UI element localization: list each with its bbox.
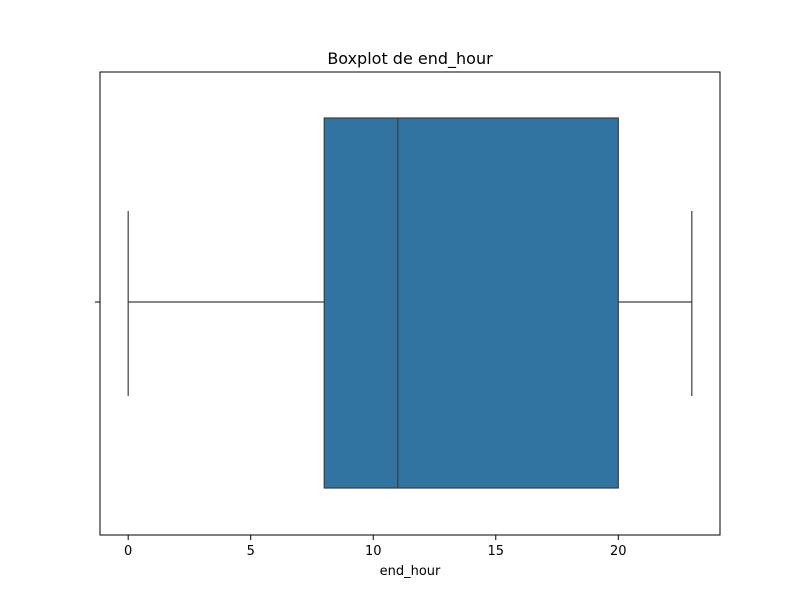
boxplot-series	[127, 117, 693, 489]
x-tick-label: 20	[610, 544, 627, 559]
x-axis-ticks: 0 5 10 15 20	[124, 535, 627, 559]
x-tick-label: 0	[124, 544, 132, 559]
x-axis-label: end_hour	[380, 564, 441, 579]
chart-title: Boxplot de end_hour	[327, 49, 493, 69]
x-tick-label: 10	[365, 544, 382, 559]
iqr-box	[323, 117, 619, 489]
x-tick-label: 15	[487, 544, 504, 559]
x-tick-label: 5	[247, 544, 255, 559]
